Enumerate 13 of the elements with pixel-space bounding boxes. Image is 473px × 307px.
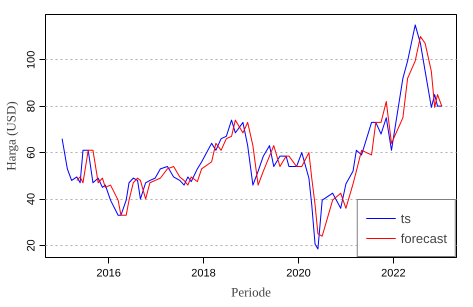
legend-label: ts xyxy=(400,210,412,226)
y-tick-label: 40 xyxy=(26,192,38,206)
y-tick-label: 100 xyxy=(26,50,38,69)
y-tick-label: 80 xyxy=(26,100,38,112)
y-tick-label: 60 xyxy=(26,146,38,159)
x-tick-label: 2018 xyxy=(191,268,216,280)
x-tick-label: 2016 xyxy=(96,268,121,280)
y-axis-title: Harga (USD) xyxy=(4,101,18,171)
x-axis-title: Periode xyxy=(231,284,272,300)
x-tick-label: 2022 xyxy=(381,268,406,280)
y-tick-label: 20 xyxy=(26,239,38,252)
legend-label: forecast xyxy=(400,230,447,246)
x-tick-label: 2020 xyxy=(286,268,311,280)
